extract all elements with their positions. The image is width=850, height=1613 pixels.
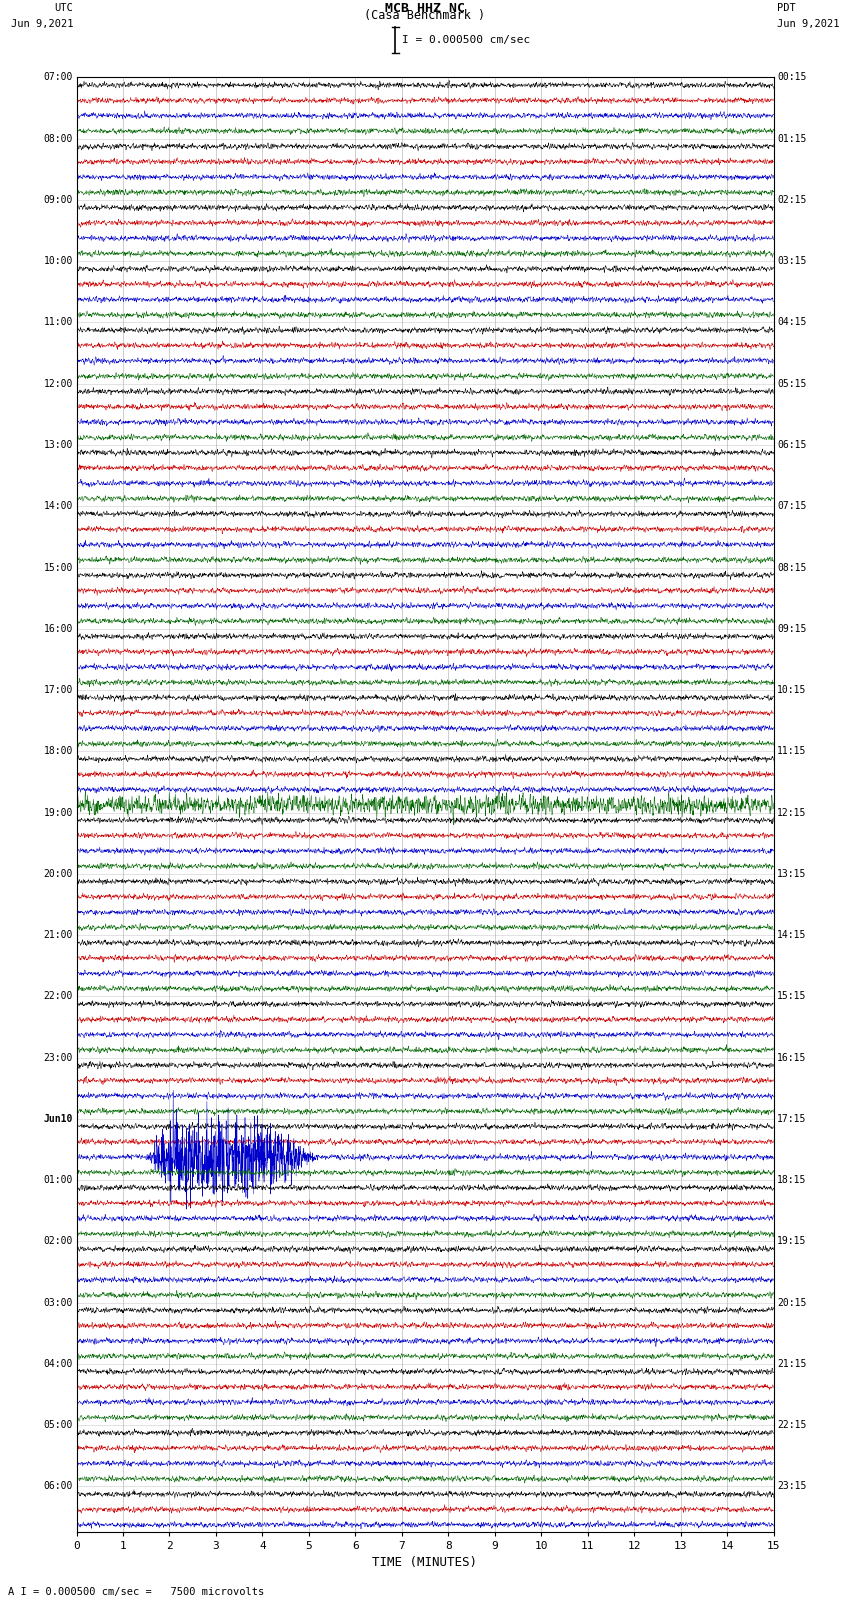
Text: 18:00: 18:00 <box>43 747 73 756</box>
Text: 07:15: 07:15 <box>777 502 807 511</box>
Text: 05:15: 05:15 <box>777 379 807 389</box>
Text: 01:00: 01:00 <box>43 1176 73 1186</box>
Text: 15:00: 15:00 <box>43 563 73 573</box>
Text: 14:15: 14:15 <box>777 931 807 940</box>
Text: 22:15: 22:15 <box>777 1419 807 1431</box>
Text: 21:00: 21:00 <box>43 931 73 940</box>
Text: Jun10: Jun10 <box>43 1115 73 1124</box>
Text: (Casa Benchmark ): (Casa Benchmark ) <box>365 10 485 23</box>
X-axis label: TIME (MINUTES): TIME (MINUTES) <box>372 1555 478 1568</box>
Text: 20:00: 20:00 <box>43 869 73 879</box>
Text: 05:00: 05:00 <box>43 1419 73 1431</box>
Text: 06:15: 06:15 <box>777 440 807 450</box>
Text: 08:00: 08:00 <box>43 134 73 144</box>
Text: 20:15: 20:15 <box>777 1297 807 1308</box>
Text: A I = 0.000500 cm/sec =   7500 microvolts: A I = 0.000500 cm/sec = 7500 microvolts <box>8 1587 264 1597</box>
Text: I = 0.000500 cm/sec: I = 0.000500 cm/sec <box>402 35 530 45</box>
Text: 11:15: 11:15 <box>777 747 807 756</box>
Text: PDT: PDT <box>777 3 796 13</box>
Text: 01:15: 01:15 <box>777 134 807 144</box>
Text: 17:15: 17:15 <box>777 1115 807 1124</box>
Text: 06:00: 06:00 <box>43 1481 73 1492</box>
Text: 13:00: 13:00 <box>43 440 73 450</box>
Text: 11:00: 11:00 <box>43 318 73 327</box>
Text: 15:15: 15:15 <box>777 992 807 1002</box>
Text: 10:00: 10:00 <box>43 256 73 266</box>
Text: 09:15: 09:15 <box>777 624 807 634</box>
Text: Jun 9,2021: Jun 9,2021 <box>10 19 73 29</box>
Text: 00:15: 00:15 <box>777 73 807 82</box>
Text: 19:15: 19:15 <box>777 1237 807 1247</box>
Text: 09:00: 09:00 <box>43 195 73 205</box>
Text: UTC: UTC <box>54 3 73 13</box>
Text: 14:00: 14:00 <box>43 502 73 511</box>
Text: 13:15: 13:15 <box>777 869 807 879</box>
Text: 03:00: 03:00 <box>43 1297 73 1308</box>
Text: 21:15: 21:15 <box>777 1358 807 1369</box>
Text: 02:00: 02:00 <box>43 1237 73 1247</box>
Text: 07:00: 07:00 <box>43 73 73 82</box>
Text: 22:00: 22:00 <box>43 992 73 1002</box>
Text: 03:15: 03:15 <box>777 256 807 266</box>
Text: MCB HHZ NC: MCB HHZ NC <box>385 3 465 16</box>
Text: 19:00: 19:00 <box>43 808 73 818</box>
Text: Jun 9,2021: Jun 9,2021 <box>777 19 840 29</box>
Text: 23:00: 23:00 <box>43 1053 73 1063</box>
Text: 04:15: 04:15 <box>777 318 807 327</box>
Text: 02:15: 02:15 <box>777 195 807 205</box>
Text: 23:15: 23:15 <box>777 1481 807 1492</box>
Text: 04:00: 04:00 <box>43 1358 73 1369</box>
Text: 12:15: 12:15 <box>777 808 807 818</box>
Text: 16:00: 16:00 <box>43 624 73 634</box>
Text: 08:15: 08:15 <box>777 563 807 573</box>
Text: 10:15: 10:15 <box>777 686 807 695</box>
Text: 18:15: 18:15 <box>777 1176 807 1186</box>
Text: 12:00: 12:00 <box>43 379 73 389</box>
Text: 17:00: 17:00 <box>43 686 73 695</box>
Text: 16:15: 16:15 <box>777 1053 807 1063</box>
